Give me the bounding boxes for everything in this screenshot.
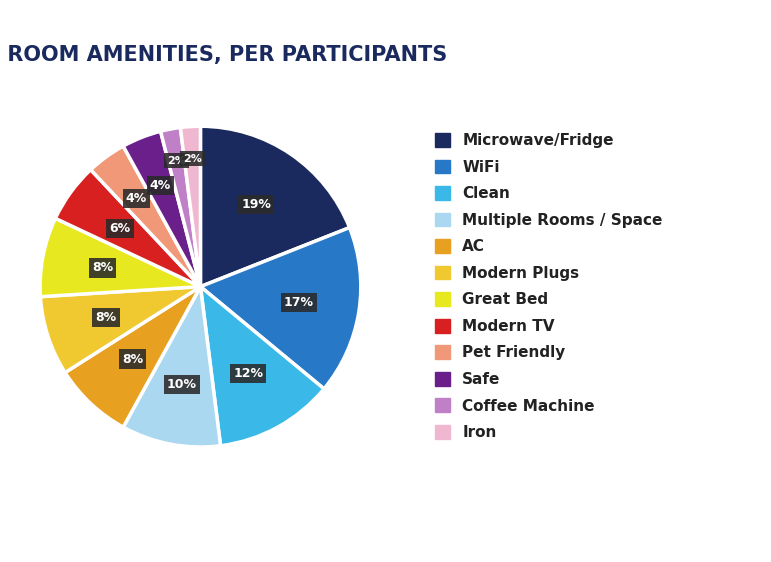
Text: 4%: 4% [126,192,147,205]
Wedge shape [180,126,200,287]
Text: 19%: 19% [241,198,271,211]
Wedge shape [40,219,200,297]
Text: 2%: 2% [167,156,186,166]
Wedge shape [200,126,349,287]
Wedge shape [200,287,324,446]
Text: 12%: 12% [234,367,264,380]
Text: 17%: 17% [284,296,314,309]
Wedge shape [65,287,200,427]
Text: 2%: 2% [183,153,202,164]
Text: 8%: 8% [122,352,143,366]
Legend: Microwave/Fridge, WiFi, Clean, Multiple Rooms / Space, AC, Modern Plugs, Great B: Microwave/Fridge, WiFi, Clean, Multiple … [429,127,668,446]
Wedge shape [200,228,361,389]
Title: TOP ROOM AMENITIES, PER PARTICIPANTS: TOP ROOM AMENITIES, PER PARTICIPANTS [0,45,448,65]
Wedge shape [40,287,200,373]
Wedge shape [123,132,200,287]
Wedge shape [160,128,200,287]
Text: 6%: 6% [109,221,130,235]
Text: 8%: 8% [96,311,116,324]
Wedge shape [123,287,221,447]
Text: 4%: 4% [150,179,171,192]
Wedge shape [56,170,200,287]
Wedge shape [91,146,200,287]
Text: 8%: 8% [93,261,113,274]
Text: 10%: 10% [167,378,197,391]
